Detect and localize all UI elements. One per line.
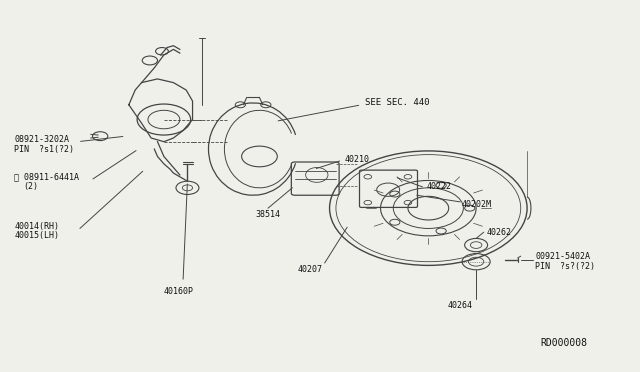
Text: 40160P: 40160P [164,287,194,296]
Text: PIN  ?s1(?2): PIN ?s1(?2) [14,145,74,154]
Text: 40264: 40264 [447,301,472,311]
Text: 40222: 40222 [427,182,452,191]
Text: SEE SEC. 440: SEE SEC. 440 [365,99,429,108]
Text: ⓝ 08911-6441A: ⓝ 08911-6441A [14,172,79,181]
Text: RD000008: RD000008 [541,339,588,349]
Text: 40207: 40207 [298,264,323,273]
Text: 40210: 40210 [344,155,369,164]
Text: 00921-5402A: 00921-5402A [536,252,590,262]
Text: 40014(RH): 40014(RH) [14,222,59,231]
Text: (2): (2) [24,182,38,190]
Text: 40015(LH): 40015(LH) [14,231,59,240]
Text: 40202M: 40202M [461,200,492,209]
Text: 38514: 38514 [255,210,280,219]
Text: PIN  ?s?(?2): PIN ?s?(?2) [536,262,595,270]
Text: 40262: 40262 [487,228,512,237]
Text: 08921-3202A: 08921-3202A [14,135,69,144]
